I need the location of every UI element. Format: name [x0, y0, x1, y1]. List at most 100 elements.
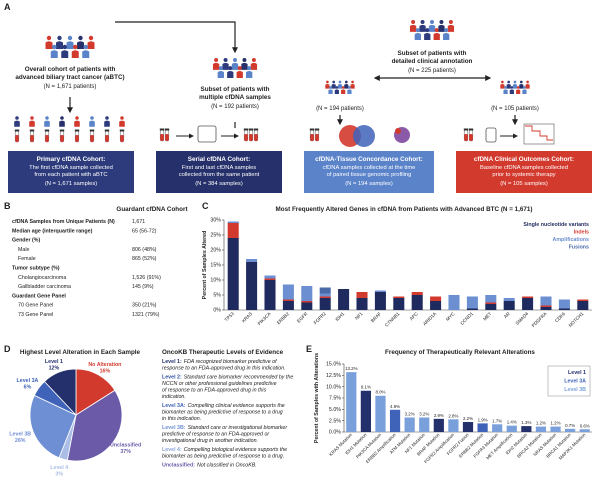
- body: [66, 41, 74, 49]
- label: Guardant cfDNA Cohort: [116, 206, 188, 213]
- body: [409, 24, 417, 32]
- body: [350, 83, 355, 89]
- label: Level 1: [45, 359, 63, 365]
- tube-fill: [315, 134, 319, 141]
- body: [347, 89, 352, 94]
- person-icon: [87, 35, 95, 49]
- head: [516, 86, 520, 89]
- tube-cap: [468, 128, 474, 131]
- label: Amplifications: [553, 237, 590, 243]
- label: multiple cfDNA samples: [199, 94, 271, 101]
- label: NCCN or other professional guidelines pr…: [162, 381, 277, 387]
- label: MAP2K1 Mutation: [558, 432, 587, 461]
- head: [62, 44, 67, 50]
- bar-segment: [393, 296, 405, 298]
- head: [444, 28, 449, 33]
- body: [334, 89, 339, 94]
- level-name: Level 3A:: [162, 403, 186, 409]
- label: Level 3B: [9, 432, 31, 438]
- head: [228, 66, 233, 71]
- person-icon: [66, 35, 74, 49]
- bar: [477, 423, 488, 432]
- tube-fill: [90, 135, 94, 142]
- head: [90, 116, 94, 120]
- head: [523, 86, 526, 89]
- bar-segment: [393, 298, 405, 310]
- level-line: Level 1: FDA recognized biomarker predict…: [162, 359, 277, 365]
- label: Level 4: [50, 465, 68, 471]
- label: Unclassified: [110, 442, 141, 448]
- head: [348, 86, 351, 89]
- bar-segment: [540, 296, 552, 306]
- bar-segment: [338, 289, 350, 310]
- head: [329, 86, 332, 89]
- head: [105, 116, 109, 120]
- tube-fill: [244, 134, 248, 141]
- level-line: Unclassified: Not classified in OncoKB.: [162, 462, 257, 468]
- person-icon: [522, 86, 527, 94]
- label: EGFR: [296, 311, 309, 324]
- person-icon: [331, 80, 336, 89]
- label: Overall cohort of patients with: [25, 66, 116, 73]
- km-curve: [525, 125, 553, 141]
- body: [344, 83, 349, 89]
- person-icon: [428, 20, 436, 32]
- arrow: [115, 21, 238, 54]
- bar-segment: [264, 280, 276, 310]
- tube-fill: [469, 134, 473, 141]
- label: 8.0%: [375, 390, 385, 395]
- label: of response to an FDA-approved drug in t…: [162, 388, 267, 394]
- tube-cap: [14, 129, 20, 132]
- label: Male: [18, 247, 30, 253]
- person-icon: [424, 28, 431, 40]
- level-text: Standard care or investigational biomark…: [188, 425, 288, 431]
- label: cfDNA samples collected at the time: [323, 165, 416, 171]
- body: [50, 50, 58, 58]
- body: [77, 41, 84, 49]
- label: cfDNA-Tissue Concordance Cohort:: [315, 156, 423, 163]
- label: Level 3A: [17, 378, 39, 384]
- person-icon: [325, 80, 330, 89]
- bar-segment: [374, 290, 386, 292]
- cohort-box: [304, 151, 434, 193]
- person-icon: [347, 86, 352, 94]
- label: No Alteration: [88, 362, 121, 368]
- level-name: Level 2:: [162, 374, 182, 380]
- tube-cap: [164, 128, 170, 131]
- label: 5%: [213, 293, 221, 299]
- label: (N = 194 patients): [316, 106, 364, 112]
- head: [78, 35, 83, 41]
- bar-segment: [319, 293, 331, 297]
- bar: [506, 425, 517, 432]
- label: prior to systemic therapy: [492, 172, 555, 178]
- label: biomarker as being predictive of respons…: [162, 454, 284, 460]
- bar-segment: [485, 302, 497, 304]
- head: [335, 86, 339, 89]
- label: 9.1%: [361, 385, 371, 390]
- head: [233, 58, 237, 62]
- person-icon: [217, 66, 224, 78]
- bar-segment: [430, 301, 442, 310]
- tube-cap: [314, 128, 320, 131]
- label: D: [4, 344, 11, 354]
- bar-segment: [503, 301, 515, 310]
- label: advanced biliary tract cancer (aBTC): [15, 74, 124, 81]
- head: [526, 80, 529, 84]
- person-icon: [419, 20, 426, 32]
- body: [246, 71, 253, 78]
- person-icon: [250, 58, 258, 70]
- label: 0.7%: [565, 423, 575, 428]
- body: [59, 120, 65, 127]
- bar-segment: [319, 298, 331, 310]
- body: [241, 62, 248, 70]
- head: [52, 44, 57, 50]
- label: 16%: [100, 368, 111, 374]
- person-icon: [246, 66, 253, 78]
- label: Frequency of Therapeutically Relevant Al…: [385, 349, 535, 356]
- body: [231, 62, 239, 70]
- body: [341, 89, 346, 94]
- level-text: Compelling biological evidence supports …: [184, 447, 287, 453]
- body: [503, 89, 508, 94]
- label: Serial cfDNA Cohort:: [188, 156, 250, 163]
- tube-cap: [159, 128, 165, 131]
